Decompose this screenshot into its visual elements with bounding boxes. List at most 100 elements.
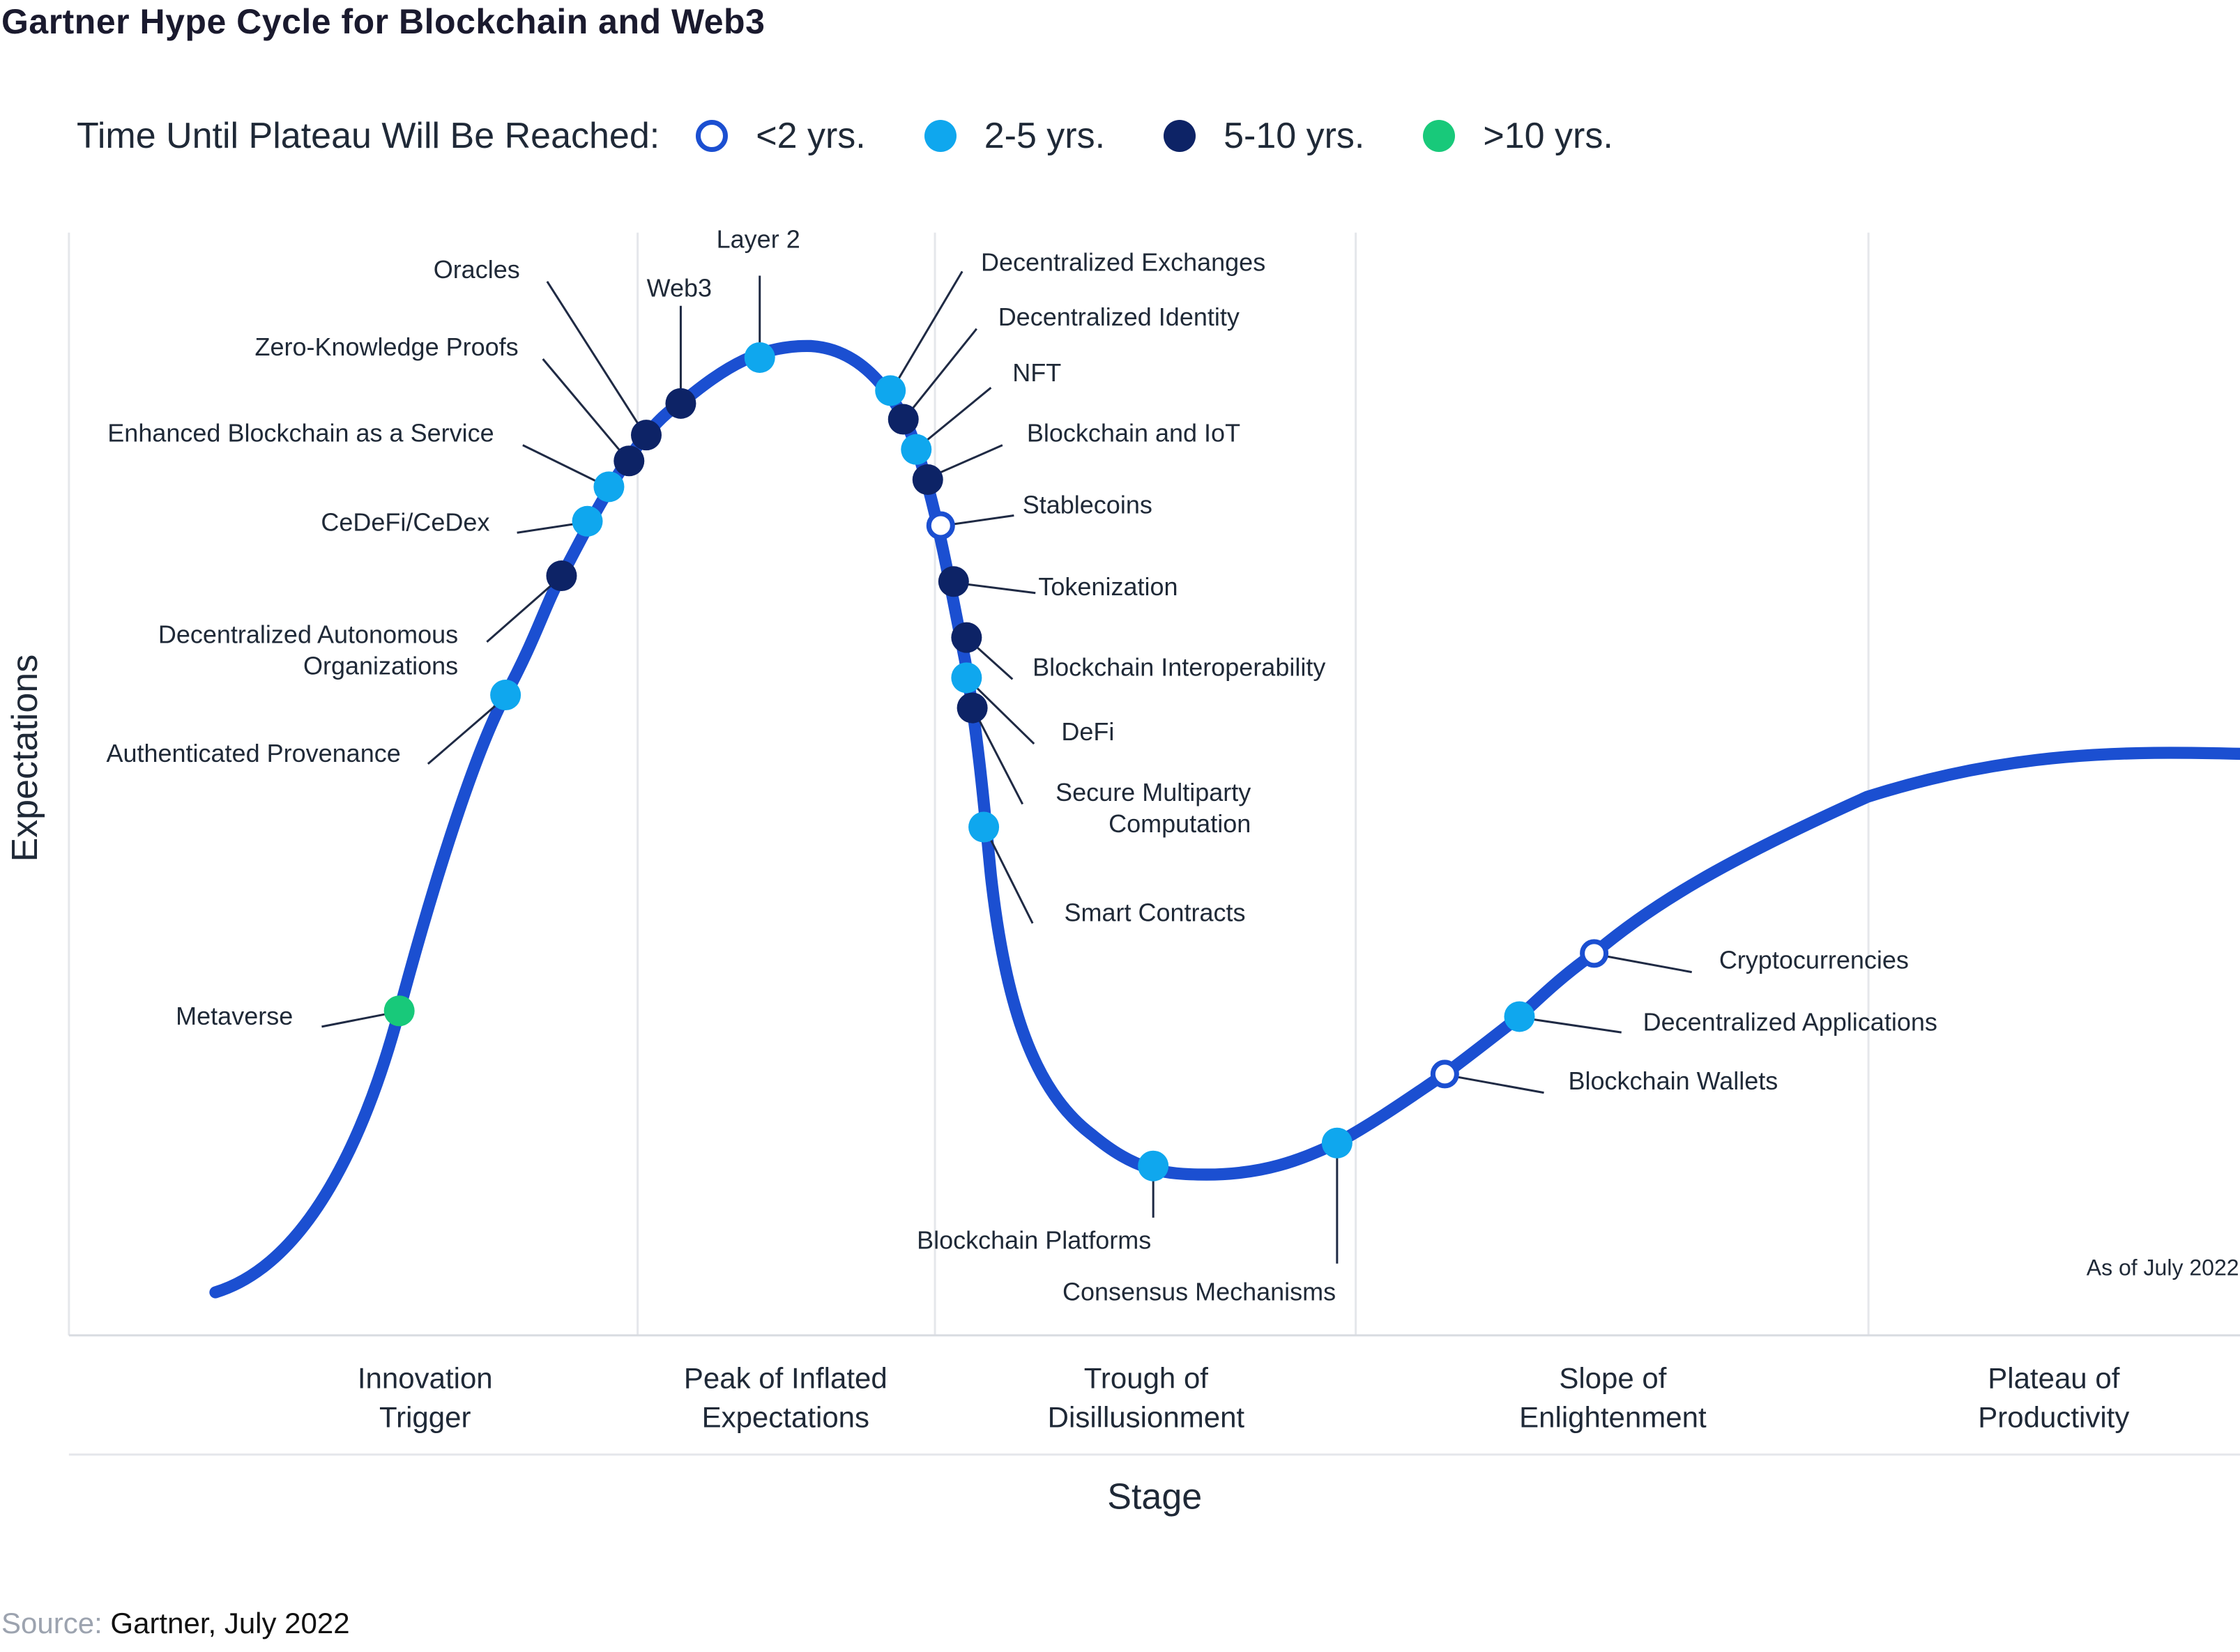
- stage-label-line-1-0: Peak of Inflated: [684, 1362, 887, 1395]
- label-blockchain-and-iot: Blockchain and IoT: [1027, 419, 1240, 448]
- stage-label-line-0-0: Innovation: [358, 1362, 493, 1395]
- label-consensus-mechanisms: Consensus Mechanisms: [1062, 1278, 1336, 1306]
- label-nft: NFT: [1012, 358, 1061, 387]
- stage-label-line-1-1: Expectations: [702, 1401, 869, 1434]
- marker-secure-multiparty-computation: [957, 692, 988, 724]
- marker-blockchain-interoperability: [951, 622, 982, 653]
- source-note: Source: Gartner, July 2022: [1, 1607, 350, 1640]
- marker-oracles: [631, 420, 662, 451]
- label-smart-contracts: Smart Contracts: [1064, 898, 1245, 927]
- label-blockchain-interoperability: Blockchain Interoperability: [1033, 652, 1325, 681]
- leader-metaverse: [321, 1011, 395, 1028]
- label-decentralized-exchanges: Decentralized Exchanges: [981, 248, 1265, 277]
- label-authenticated-provenance: Authenticated Provenance: [106, 739, 400, 767]
- label-decentralized-autonomous-organizations-line-1: Organizations: [303, 651, 458, 680]
- legend-marker-lt2: [696, 120, 729, 152]
- label-secure-multiparty-computation-line-0: Secure Multiparty: [1056, 778, 1251, 806]
- leader-nft: [918, 387, 992, 448]
- source-text: Gartner, July 2022: [102, 1607, 350, 1639]
- label-decentralized-identity: Decentralized Identity: [998, 303, 1240, 331]
- leader-secure-multiparty-computation: [974, 712, 1024, 805]
- leader-decentralized-identity: [905, 328, 977, 418]
- label-defi: DeFi: [1061, 717, 1114, 746]
- marker-decentralized-identity: [887, 404, 919, 435]
- label-oracles: Oracles: [434, 255, 520, 284]
- legend-label-lt2: <2 yrs.: [756, 116, 866, 156]
- leader-blockchain-wallets: [1449, 1074, 1544, 1094]
- marker-enhanced-blockchain-as-a-service: [593, 471, 625, 503]
- marker-blockchain-and-iot: [912, 464, 943, 496]
- label-web3: Web3: [647, 274, 712, 303]
- label-blockchain-platforms: Blockchain Platforms: [917, 1225, 1151, 1254]
- label-decentralized-applications: Decentralized Applications: [1643, 1007, 1937, 1036]
- marker-defi: [951, 662, 982, 694]
- marker-decentralized-exchanges: [875, 375, 906, 406]
- legend-item-2-5: 2-5 yrs.: [924, 115, 1105, 157]
- chart-title: Gartner Hype Cycle for Blockchain and We…: [1, 2, 765, 41]
- legend-label-2-5: 2-5 yrs.: [984, 116, 1106, 156]
- legend-label-gt10: >10 yrs.: [1483, 116, 1613, 156]
- stage-label-line-3-0: Slope of: [1559, 1362, 1666, 1395]
- marker-metaverse: [383, 995, 415, 1027]
- legend-label-5-10: 5-10 yrs.: [1224, 116, 1365, 156]
- x-axis-title: Stage: [1107, 1476, 1202, 1517]
- leader-cryptocurrencies: [1598, 954, 1692, 974]
- marker-authenticated-provenance: [490, 680, 521, 711]
- label-tokenization: Tokenization: [1038, 572, 1178, 601]
- leader-decentralized-exchanges: [892, 270, 963, 388]
- marker-decentralized-autonomous-organizations: [546, 560, 577, 592]
- legend-item-gt10: >10 yrs.: [1423, 115, 1613, 157]
- marker-tokenization: [938, 566, 969, 597]
- leader-smart-contracts: [985, 831, 1034, 924]
- label-decentralized-autonomous-organizations-line-0: Decentralized Autonomous: [158, 620, 458, 648]
- label-cryptocurrencies: Cryptocurrencies: [1719, 946, 1909, 974]
- label-stablecoins: Stablecoins: [1023, 491, 1152, 519]
- legend-title: Time Until Plateau Will Be Reached:: [77, 116, 660, 156]
- leader-blockchain-and-iot: [930, 444, 1003, 478]
- y-axis-title: Expectations: [5, 655, 45, 862]
- leader-decentralized-applications: [1523, 1017, 1622, 1034]
- label-decentralized-autonomous-organizations: Decentralized Autonomous Organizations: [158, 620, 458, 680]
- label-secure-multiparty-computation-line-1: Computation: [1108, 809, 1251, 838]
- stage-label-slope-of-enlightenment: Slope of Enlightenment: [1519, 1362, 1707, 1434]
- marker-stablecoins: [926, 511, 955, 540]
- label-secure-multiparty-computation: Secure Multiparty Computation: [1056, 778, 1251, 838]
- legend-item-5-10: 5-10 yrs.: [1164, 115, 1364, 157]
- marker-decentralized-applications: [1504, 1001, 1535, 1032]
- stage-label-line-0-1: Trigger: [379, 1401, 471, 1434]
- leader-enhanced-blockchain-as-a-service: [522, 444, 605, 487]
- leader-authenticated-provenance: [427, 700, 502, 765]
- marker-web3: [665, 388, 696, 419]
- label-enhanced-blockchain-as-a-service: Enhanced Blockchain as a Service: [107, 419, 494, 448]
- stage-label-line-4-0: Plateau of: [1988, 1362, 2119, 1395]
- leader-defi: [968, 680, 1035, 745]
- marker-blockchain-wallets: [1430, 1060, 1459, 1089]
- leader-zero-knowledge-proofs: [542, 358, 627, 459]
- stage-label-trough-of-disillusionment: Trough of Disillusionment: [1048, 1362, 1245, 1434]
- label-layer-2: Layer 2: [717, 225, 800, 254]
- label-blockchain-wallets: Blockchain Wallets: [1569, 1066, 1778, 1095]
- leader-oracles: [546, 280, 645, 433]
- label-cedefi-cedex: CeDeFi/CeDex: [321, 507, 489, 536]
- legend-marker-gt10: [1423, 120, 1456, 152]
- marker-nft: [901, 434, 932, 465]
- leader-cedefi-cedex: [517, 521, 584, 534]
- marker-smart-contracts: [968, 811, 1000, 843]
- legend-item-lt2: <2 yrs.: [696, 115, 866, 157]
- leader-stablecoins: [943, 514, 1014, 527]
- leader-tokenization: [956, 581, 1036, 595]
- source-label: Source:: [1, 1607, 102, 1639]
- legend: Time Until Plateau Will Be Reached: <2 y…: [77, 112, 1672, 160]
- stage-label-line-2-0: Trough of: [1084, 1362, 1209, 1395]
- as-of-annotation: As of July 2022: [2087, 1255, 2239, 1280]
- marker-layer-2: [744, 342, 775, 373]
- stage-label-plateau-of-productivity: Plateau of Productivity: [1978, 1362, 2129, 1434]
- label-zero-knowledge-proofs: Zero-Knowledge Proofs: [254, 332, 518, 361]
- stage-label-peak-of-inflated-expectations: Peak of Inflated Expectations: [684, 1362, 887, 1434]
- marker-blockchain-platforms: [1138, 1150, 1169, 1181]
- stage-label-line-2-1: Disillusionment: [1048, 1401, 1245, 1434]
- marker-consensus-mechanisms: [1321, 1127, 1353, 1158]
- legend-marker-2-5: [924, 120, 957, 152]
